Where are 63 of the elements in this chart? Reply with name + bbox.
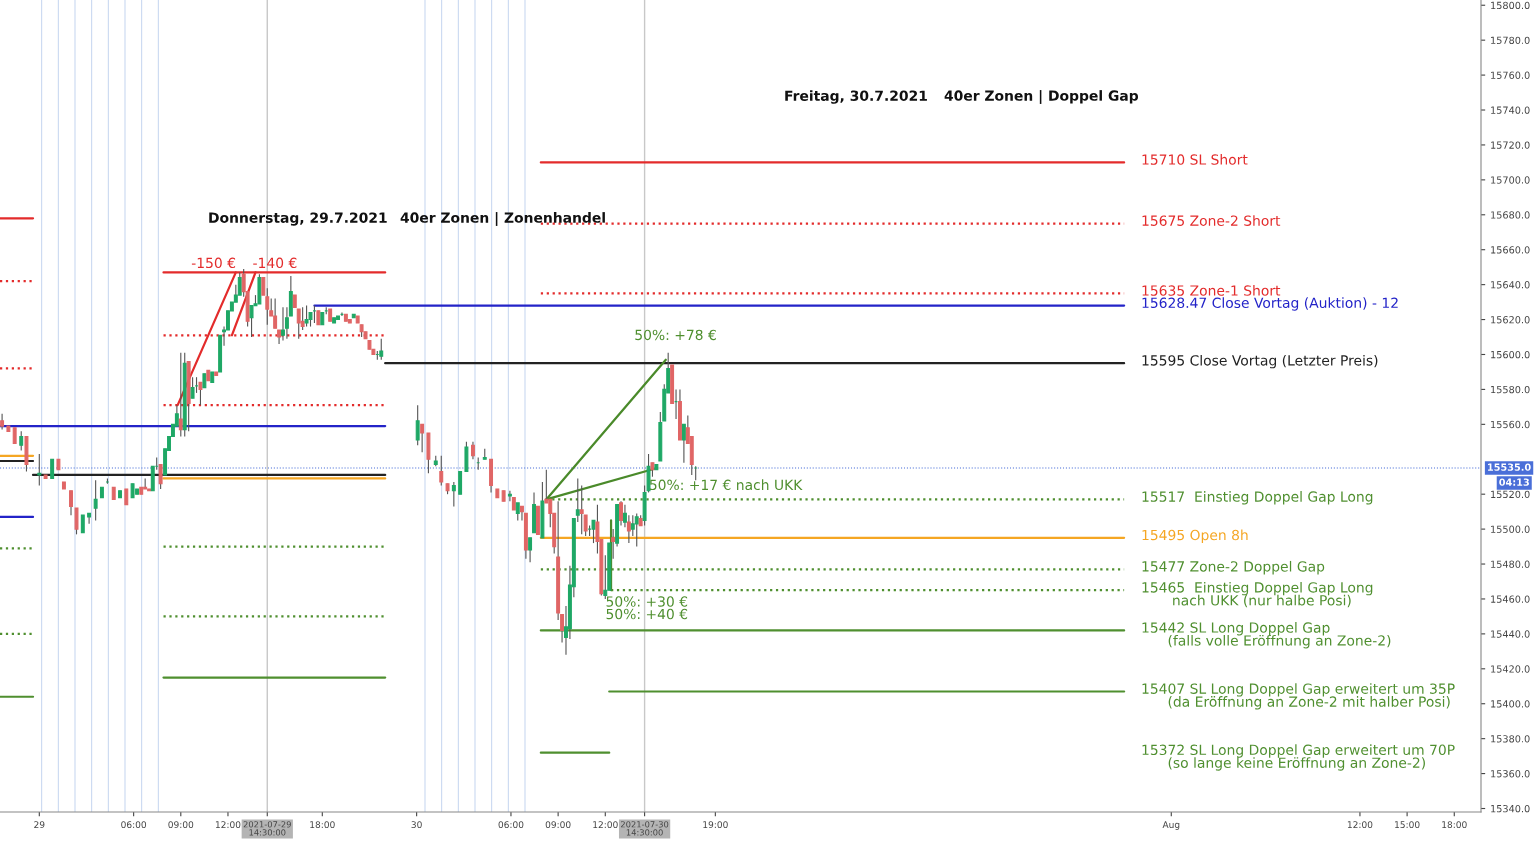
y-tick-label: 15380.0 (1491, 735, 1530, 743)
series-label: 15465 Einstieg Doppel Gap Long nach UKK (nur halbe Posi) (1142, 581, 1373, 608)
y-tick-label: 15580.0 (1491, 385, 1530, 394)
y-tick-label: 15460.0 (1491, 595, 1530, 603)
y-tick-label: 15420.0 (1491, 665, 1530, 673)
x-tick-label: Aug (1162, 821, 1180, 830)
ref-line-label: 15535.0 (1488, 463, 1531, 471)
y-tick-label: 15760.0 (1491, 71, 1530, 79)
y-tick-label: 15600.0 (1491, 350, 1530, 359)
x-tick-label: 09:00 (168, 821, 194, 829)
series-label: 15710 SL Short (1142, 154, 1248, 165)
y-tick-label: 15340.0 (1491, 804, 1530, 813)
x-tick-label: 15:00 (1395, 821, 1420, 829)
x-tick-label: 19:00 (703, 821, 728, 829)
x-tick-label: 18:00 (310, 821, 335, 829)
x-tick-label: 18:00 (1442, 821, 1467, 829)
y-tick-label: 15700.0 (1491, 176, 1530, 184)
x-tick-label: 06:00 (498, 821, 524, 829)
series-label: 15442 SL Long Doppel Gap (falls volle Eröffnung an Zone-2) (1142, 622, 1391, 649)
y-tick-label: 15500.0 (1491, 525, 1530, 533)
series-label: 15675 Zone-2 Short (1142, 215, 1281, 226)
series-label: 15495 Open 8h (1142, 529, 1248, 543)
series-label: 15517 Einstieg Doppel Gap Long (1142, 491, 1373, 505)
y-tick-label: 15440.0 (1491, 630, 1530, 638)
y-tick-label: 15480.0 (1491, 560, 1530, 568)
x-tick-label: 30 (411, 821, 422, 829)
annotation: 50%: +40 € (606, 608, 688, 620)
y-tick-label: 15560.0 (1491, 420, 1530, 429)
y-tick-label: 15520.0 (1491, 490, 1530, 499)
y-tick-label: 15720.0 (1491, 141, 1530, 149)
series-label: 15628.47 Close Vortag (Auktion) - 12 (1142, 297, 1398, 311)
x-tick-label: 06:00 (121, 821, 147, 829)
y-tick-label: 15640.0 (1491, 281, 1530, 289)
annotation: 50%: +30 € (606, 596, 688, 607)
annotation: Donnerstag, 29.7.2021 (209, 212, 387, 226)
x-tick-label: 2021-07-30 14:30:00 (620, 821, 669, 836)
series-label: 15477 Zone-2 Doppel Gap (1142, 560, 1325, 575)
annotation: -150 € (191, 257, 236, 269)
y-tick-label: 15660.0 (1491, 246, 1530, 254)
y-tick-label: 15620.0 (1491, 316, 1530, 324)
text: 04:13 (1499, 478, 1529, 486)
x-tick-label: 09:00 (545, 821, 571, 829)
y-tick-label: 15680.0 (1491, 211, 1530, 219)
annotation: -140 € (253, 257, 297, 269)
y-tick-label: 15400.0 (1491, 700, 1530, 708)
y-tick-label: 15800.0 (1491, 1, 1530, 10)
text: 15372 SL Long Doppel Gap erweitert um 70P (so lange keine Eröffnung an Zone-2) (1142, 744, 1455, 771)
x-tick-label: 29 (34, 821, 45, 829)
y-tick-label: 15780.0 (1491, 36, 1530, 44)
y-tick-label: 15740.0 (1491, 106, 1530, 114)
series-label: 15595 Close Vortag (Letzter Preis) (1142, 354, 1378, 369)
annotation: 50%: +17 € nach UKK (649, 479, 803, 491)
annotation: 50%: +78 € (635, 329, 716, 341)
annotation: 40er Zonen | Doppel Gap (944, 90, 1139, 104)
annotation: 40er Zonen | Zonenhandel (400, 212, 605, 226)
series-label: 15635 Zone-1 Short (1142, 285, 1281, 296)
x-tick-label: 2021-07-29 14:30:00 (243, 821, 291, 836)
annotation: Freitag, 30.7.2021 (785, 90, 927, 104)
x-tick-label: 12:00 (593, 821, 618, 829)
y-tick-label: 15360.0 (1491, 770, 1530, 778)
x-tick-label: 12:00 (1347, 821, 1373, 829)
x-tick-label: 12:00 (215, 821, 241, 829)
series-label: 15407 SL Long Doppel Gap erweitert um 35P (da Eröffnung an Zone-2 mit halber Posi) (1142, 683, 1455, 710)
